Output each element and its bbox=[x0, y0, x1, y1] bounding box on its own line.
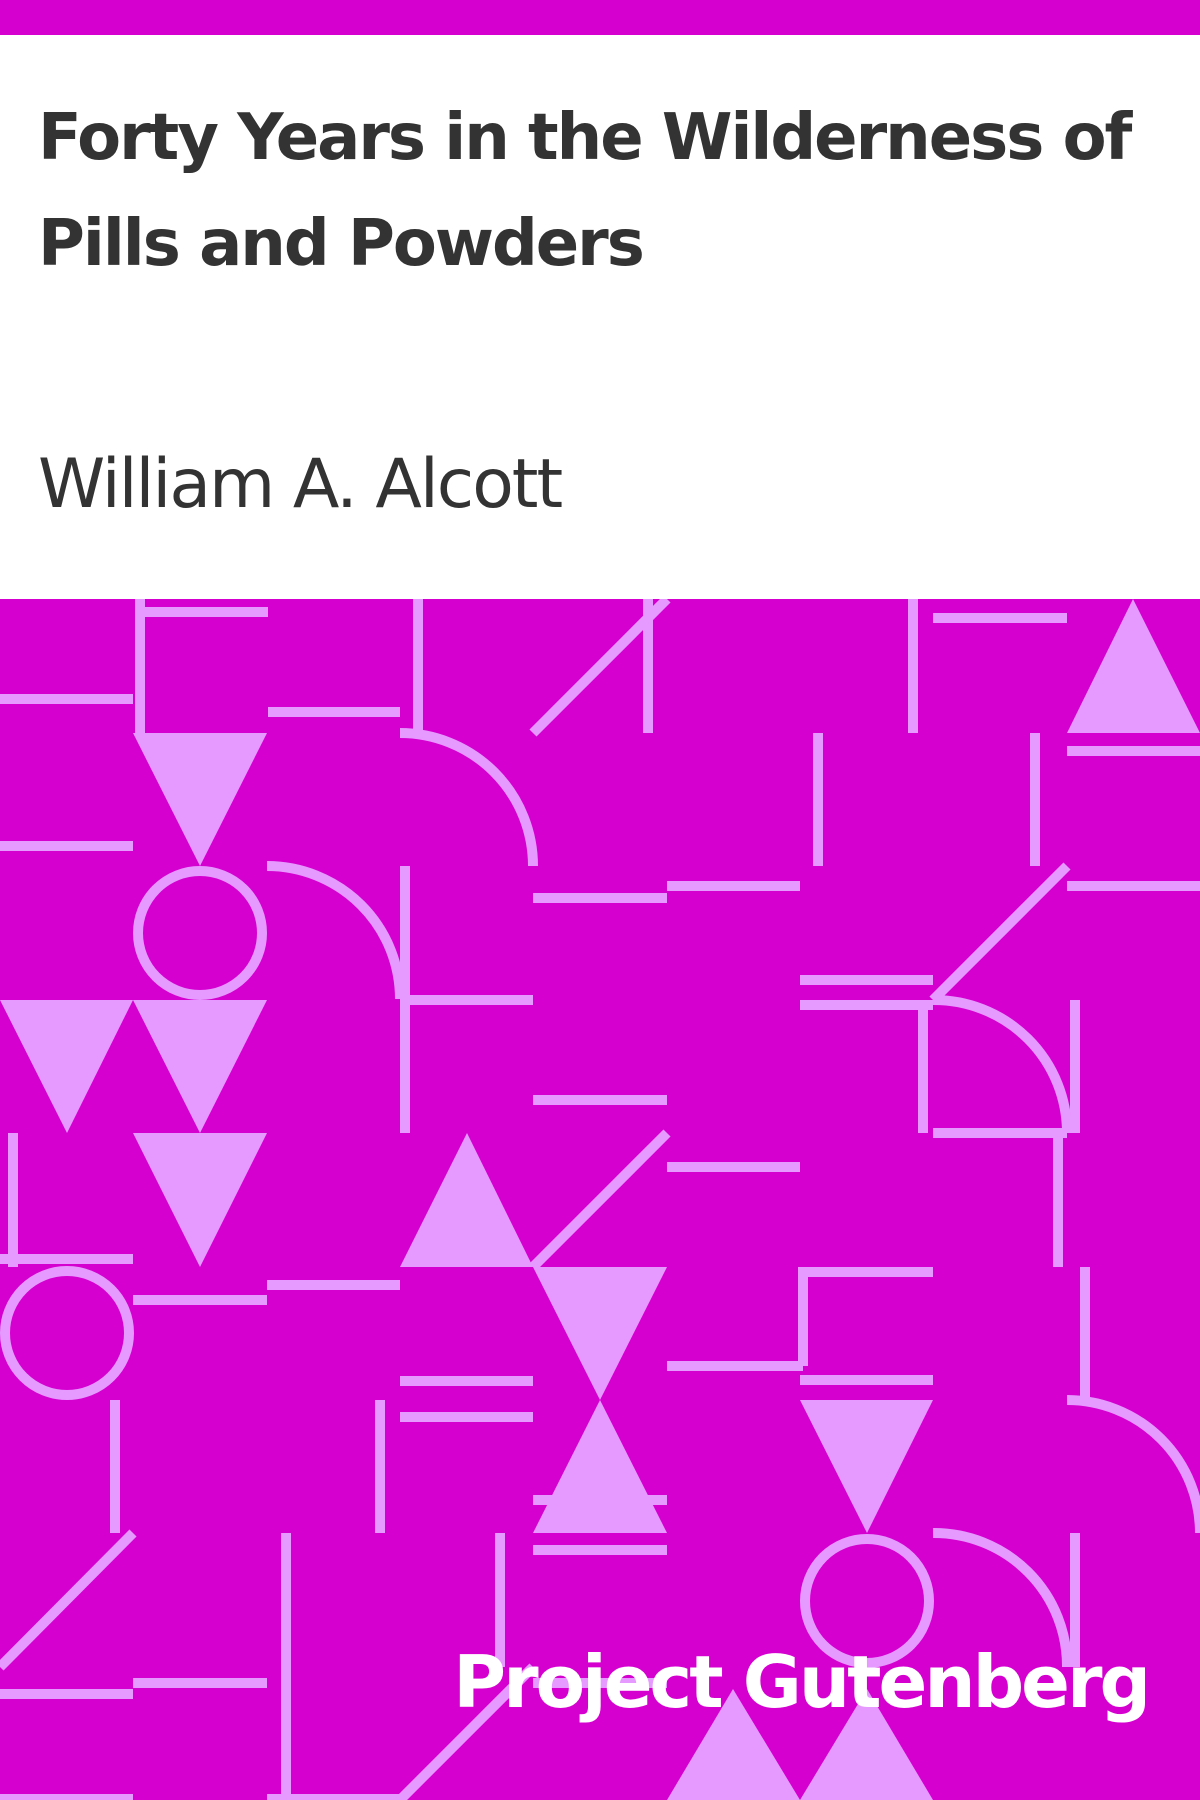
geometric-pattern bbox=[0, 599, 1200, 1800]
publisher-name: Project Gutenberg bbox=[453, 1640, 1151, 1724]
book-title: Forty Years in the Wilderness of Pills a… bbox=[38, 101, 1132, 281]
geometric-pattern-icon bbox=[0, 599, 1200, 1800]
top-accent-bar bbox=[0, 0, 1200, 35]
book-author: William A. Alcott bbox=[38, 445, 563, 524]
